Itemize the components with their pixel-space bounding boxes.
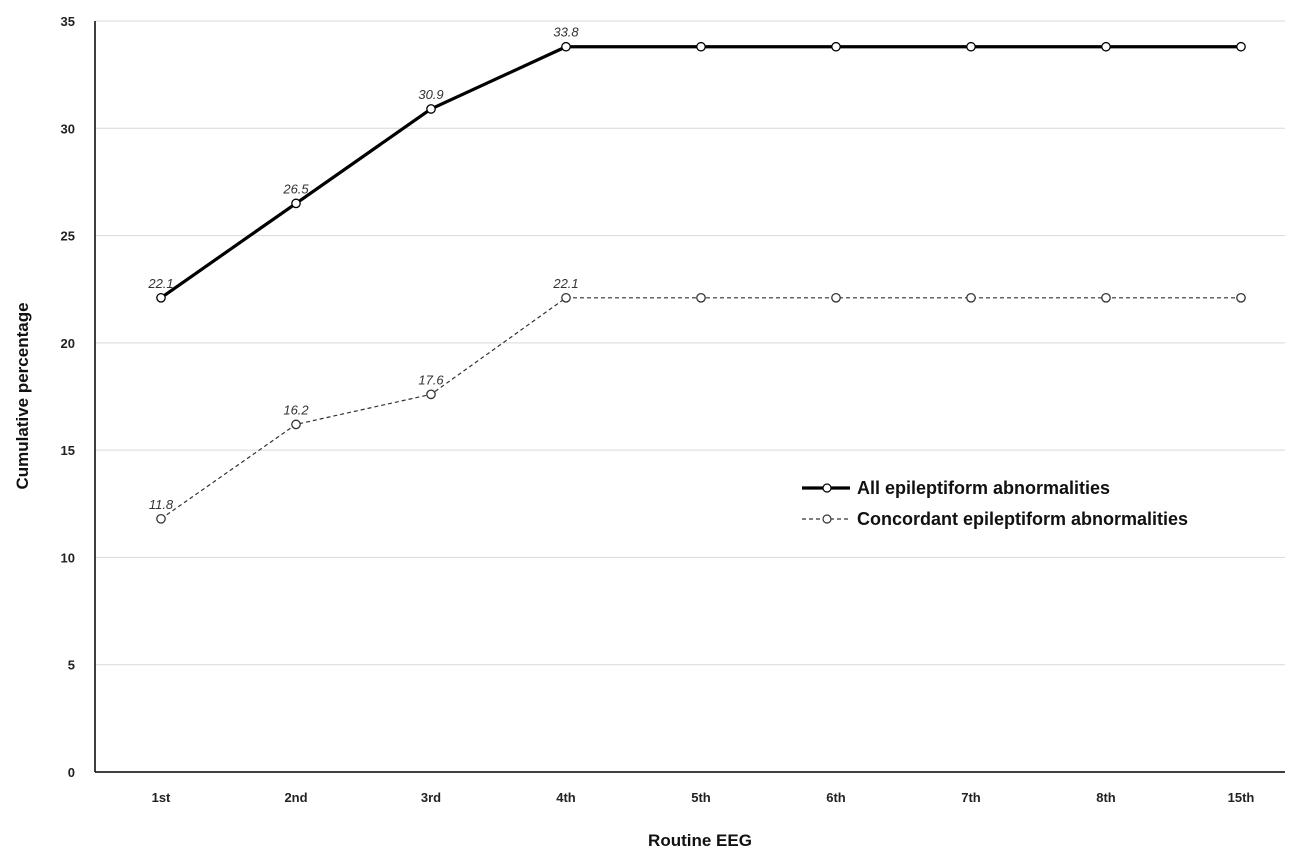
legend-label-concordant: Concordant epileptiform abnormalities (857, 509, 1188, 529)
legend-marker-concordant (822, 514, 832, 524)
y-axis-title: Cumulative percentage (13, 302, 32, 489)
y-tick-label: 5 (68, 658, 75, 673)
x-tick-label: 5th (691, 790, 711, 805)
legend-entry-all: All epileptiform abnormalities (802, 478, 1110, 498)
x-tick-label: 6th (826, 790, 846, 805)
y-tick-labels: 0 5 10 15 20 25 30 35 (61, 14, 75, 780)
x-tick-label: 2nd (284, 790, 307, 805)
axes (94, 21, 1285, 773)
y-tick-label: 0 (68, 765, 75, 780)
legend-entry-concordant: Concordant epileptiform abnormalities (802, 509, 1188, 529)
legend-label-all: All epileptiform abnormalities (857, 478, 1110, 498)
y-tick-label: 30 (61, 121, 75, 136)
data-label: 33.8 (553, 25, 579, 40)
x-tick-label: 7th (961, 790, 981, 805)
data-point (696, 292, 706, 303)
data-point (966, 41, 976, 52)
data-point (831, 41, 841, 52)
data-label: 17.6 (418, 372, 444, 387)
data-point (1101, 41, 1111, 52)
data-label: 30.9 (418, 87, 443, 102)
gridlines (95, 20, 1285, 666)
data-point (156, 513, 166, 524)
legend-marker-all (822, 483, 832, 493)
x-axis-title: Routine EEG (648, 831, 752, 850)
data-point (561, 292, 571, 303)
data-label: 16.2 (283, 402, 309, 417)
data-point (1236, 41, 1246, 52)
data-label: 22.1 (552, 276, 578, 291)
data-label: 11.8 (149, 497, 174, 512)
series-line-all (160, 45, 1241, 300)
data-label: 26.5 (282, 181, 309, 196)
x-tick-label: 1st (152, 790, 171, 805)
data-point (426, 104, 436, 114)
y-tick-label: 35 (61, 14, 75, 29)
y-tick-label: 15 (61, 443, 75, 458)
data-point (426, 389, 436, 400)
data-point (966, 292, 976, 303)
y-tick-label: 10 (61, 550, 75, 565)
data-point (291, 198, 301, 209)
y-tick-label: 20 (61, 336, 75, 351)
x-tick-label: 3rd (421, 790, 441, 805)
data-point (561, 41, 571, 52)
y-tick-label: 25 (61, 229, 75, 244)
data-point (1236, 292, 1246, 303)
x-tick-label: 8th (1096, 790, 1116, 805)
data-label: 22.1 (147, 276, 173, 291)
legend: All epileptiform abnormalities Concordan… (802, 478, 1188, 529)
series (156, 41, 1246, 524)
data-point (1101, 292, 1111, 303)
data-point (156, 292, 166, 303)
x-tick-label: 15th (1228, 790, 1255, 805)
data-labels: 22.1 26.5 30.9 33.8 11.8 16.2 17.6 22.1 (147, 25, 579, 512)
data-point (696, 41, 706, 52)
data-point (291, 419, 301, 430)
x-tick-labels: 1st 2nd 3rd 4th 5th 6th 7th 8th 15th (152, 790, 1255, 805)
x-tick-label: 4th (556, 790, 576, 805)
data-point (831, 292, 841, 303)
